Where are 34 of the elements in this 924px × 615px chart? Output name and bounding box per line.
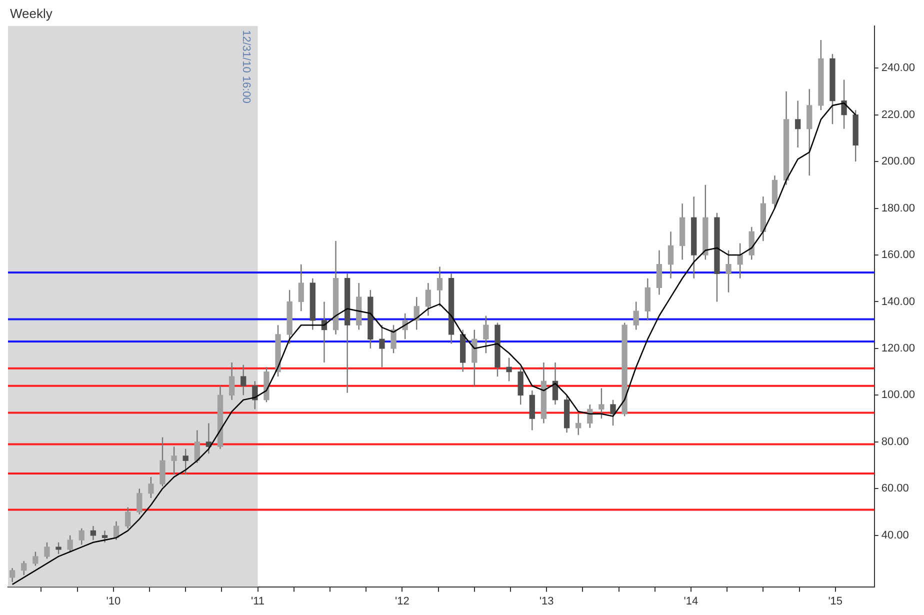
candlestick	[598, 388, 604, 420]
candlestick	[668, 231, 674, 279]
candlestick	[841, 79, 847, 130]
candlestick	[436, 266, 443, 307]
y-tick-label: 120.00	[881, 342, 916, 354]
candlestick	[298, 264, 304, 312]
chart-title: Weekly	[10, 6, 52, 21]
candlestick	[737, 242, 743, 279]
y-tick-label: 180.00	[881, 202, 916, 214]
candlestick	[506, 357, 512, 382]
candlestick	[576, 413, 582, 436]
candlestick	[483, 315, 489, 354]
y-tick-label: 160.00	[881, 249, 916, 262]
x-tick-label: '13	[539, 595, 554, 608]
x-tick-label: '10	[106, 595, 121, 608]
candlestick	[379, 324, 385, 368]
x-tick-label: '12	[395, 595, 410, 608]
y-tick-label: 100.00	[881, 389, 916, 402]
candlestick	[425, 282, 432, 316]
y-tick-label: 40.00	[881, 529, 909, 542]
y-tick-label: 200.00	[881, 156, 916, 168]
candlestick	[390, 324, 396, 354]
candlestick	[633, 301, 639, 330]
y-tick-label: 80.00	[881, 436, 909, 448]
candlestick	[795, 100, 801, 148]
x-tick-label: '11	[251, 595, 265, 608]
y-tick-label: 240.00	[881, 62, 916, 74]
y-tick-label: 220.00	[881, 108, 916, 121]
y-tick-label: 140.00	[881, 296, 916, 308]
x-tick-label: '15	[828, 595, 843, 608]
y-tick-label: 60.00	[881, 482, 909, 495]
x-tick-label: '14	[684, 595, 698, 608]
candlestick	[726, 250, 732, 293]
candlestick	[610, 399, 616, 426]
